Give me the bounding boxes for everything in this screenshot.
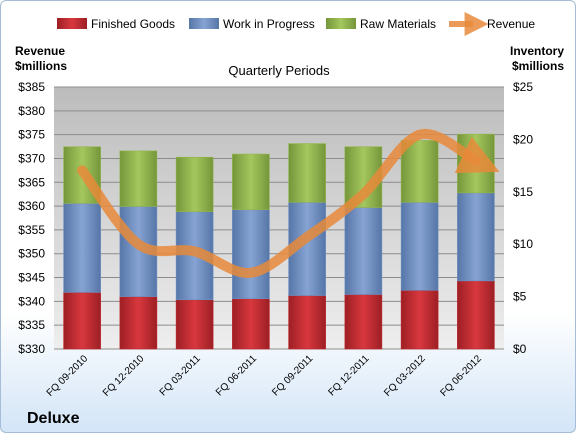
x-tick-label: FQ 09-2010 xyxy=(45,353,91,399)
x-tick-label: FQ 06-2011 xyxy=(214,353,259,398)
bar-finished-goods xyxy=(63,292,101,350)
bar-finished-goods xyxy=(344,294,383,350)
bar-raw-materials xyxy=(288,143,326,203)
legend-swatch-raw-materials xyxy=(326,18,356,29)
chart-title: Quarterly Periods xyxy=(228,63,330,78)
left-tick-label: $360 xyxy=(18,199,45,213)
bar-work-in-progress xyxy=(400,201,439,291)
bar-work-in-progress xyxy=(344,207,383,295)
right-tick-label: $20 xyxy=(513,132,533,146)
revenue-point xyxy=(250,272,251,273)
bar-raw-materials xyxy=(175,156,214,213)
left-axis-ticks: $330 $335 $340 $345 $350 $355 $360 $365 $370 $375… xyxy=(18,80,45,356)
bar-finished-goods xyxy=(457,280,495,350)
revenue-point xyxy=(363,194,364,195)
left-tick-label: $330 xyxy=(18,342,45,356)
left-axis-title-line1: Revenue xyxy=(15,44,65,58)
left-tick-label: $335 xyxy=(18,318,45,332)
bar-finished-goods xyxy=(232,298,270,350)
x-tick-label: FQ 03-2011 xyxy=(158,353,203,398)
revenue-point xyxy=(138,244,139,245)
right-axis-ticks: $0 $5 $10 $15 $20 $25 xyxy=(513,80,533,356)
bar-raw-materials xyxy=(119,150,158,207)
right-tick-label: $10 xyxy=(513,237,533,251)
bar-raw-materials xyxy=(232,153,270,210)
left-tick-label: $385 xyxy=(18,80,45,94)
left-tick-label: $375 xyxy=(18,128,45,142)
bar-finished-goods xyxy=(288,295,326,350)
bar-work-in-progress xyxy=(232,209,270,299)
legend-label-revenue: Revenue xyxy=(487,17,535,31)
legend-label-work-in-progress: Work in Progress xyxy=(223,17,315,31)
x-tick-label: FQ 12-2010 xyxy=(101,353,147,399)
left-tick-label: $350 xyxy=(18,247,45,261)
legend-label-raw-materials: Raw Materials xyxy=(360,17,436,31)
x-tick-label: FQ 03-2012 xyxy=(382,353,428,399)
bar-work-in-progress xyxy=(457,192,495,282)
right-axis-title-line1: Inventory xyxy=(510,44,564,58)
right-axis-title-line2: $millions xyxy=(512,59,564,73)
revenue-series xyxy=(77,128,500,278)
x-tick-label: FQ 06-2012 xyxy=(438,353,484,399)
legend: Finished Goods Work in Progress Raw Mate… xyxy=(57,12,535,36)
x-axis-ticks: FQ 09-2010 FQ 12-2010 FQ 03-2011 FQ 06-2011… xyxy=(45,353,485,399)
revenue-point xyxy=(419,134,420,135)
left-tick-label: $355 xyxy=(18,223,45,237)
bars xyxy=(63,133,495,350)
company-name: Deluxe xyxy=(27,410,80,427)
left-tick-label: $345 xyxy=(18,271,45,285)
legend-swatch-finished-goods xyxy=(57,18,87,29)
bar-finished-goods xyxy=(400,290,439,350)
right-tick-label: $5 xyxy=(513,290,527,304)
legend-label-finished-goods: Finished Goods xyxy=(91,17,175,31)
x-tick-label: FQ 09-2011 xyxy=(270,353,315,398)
revenue-point xyxy=(307,237,308,238)
left-tick-label: $365 xyxy=(18,175,45,189)
right-tick-label: $15 xyxy=(513,185,533,199)
x-tick-label: FQ 12-2011 xyxy=(327,353,372,398)
revenue-point xyxy=(475,160,476,161)
right-tick-label: $0 xyxy=(513,342,527,356)
left-tick-label: $380 xyxy=(18,104,45,118)
revenue-line xyxy=(77,128,500,278)
bar-finished-goods xyxy=(175,299,214,350)
left-axis-title-line2: $millions xyxy=(15,59,67,73)
bar-finished-goods xyxy=(119,296,158,350)
revenue-point xyxy=(194,251,195,252)
revenue-point xyxy=(82,170,83,171)
bar-raw-materials xyxy=(400,140,439,203)
right-tick-label: $25 xyxy=(513,80,533,94)
legend-swatch-work-in-progress xyxy=(189,18,219,29)
left-tick-label: $370 xyxy=(18,151,45,165)
bar-work-in-progress xyxy=(63,203,101,293)
left-tick-label: $340 xyxy=(18,294,45,308)
